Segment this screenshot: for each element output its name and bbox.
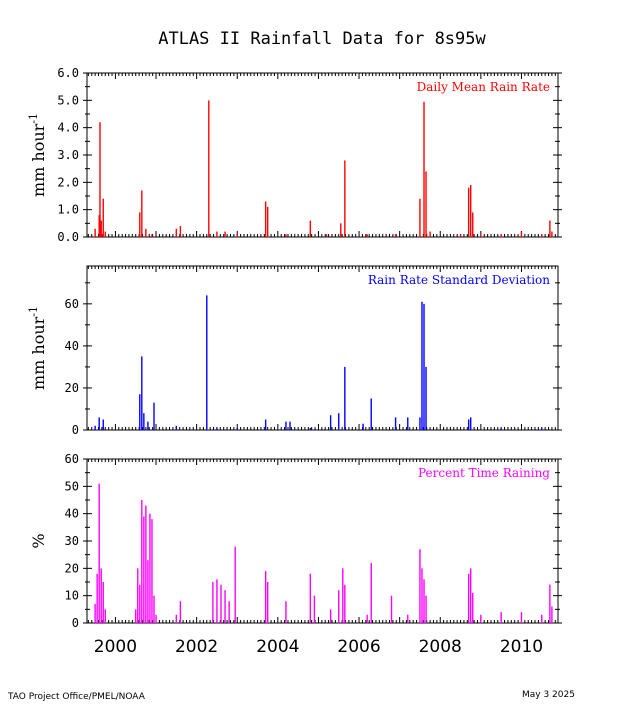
y-tick-label: 5.0 bbox=[57, 93, 79, 107]
series-3 bbox=[94, 483, 553, 623]
series-1 bbox=[94, 100, 553, 237]
y-tick-label: 60 bbox=[65, 297, 79, 311]
y-tick-label: 2.0 bbox=[57, 175, 79, 189]
y-tick-label: 20 bbox=[65, 381, 79, 395]
x-tick-label: 2000 bbox=[94, 637, 137, 657]
footer-credit: TAO Project Office/PMEL/NOAA bbox=[8, 692, 145, 702]
y-tick-label: 20 bbox=[65, 561, 79, 575]
x-tick-label: 2004 bbox=[256, 637, 299, 657]
series-2 bbox=[94, 295, 543, 430]
y-axis-label: % bbox=[29, 533, 48, 548]
panel-3: 0 10 20 30 40 50 60% Percent Time Raining bbox=[29, 452, 562, 630]
x-tick-label: 2010 bbox=[500, 637, 543, 657]
y-tick-label: 4.0 bbox=[57, 121, 79, 135]
panel-title: Rain Rate Standard Deviation bbox=[368, 273, 550, 287]
y-tick-label: 0 bbox=[72, 616, 79, 630]
y-tick-label: 6.0 bbox=[57, 66, 79, 80]
y-axis-label: mm hour-1 bbox=[27, 306, 48, 390]
y-tick-label: 1.0 bbox=[57, 203, 79, 217]
y-axis-label: mm hour-1 bbox=[27, 113, 48, 197]
y-tick-label: 50 bbox=[65, 479, 79, 493]
panel-title: Percent Time Raining bbox=[418, 466, 550, 480]
y-axis-label-text: mm hour bbox=[29, 123, 48, 197]
y-tick-label: 0 bbox=[72, 423, 79, 437]
y-axis-label-text: % bbox=[29, 533, 48, 548]
plot-frame bbox=[86, 265, 559, 431]
y-tick-label: 60 bbox=[65, 452, 79, 466]
x-tick-label: 2006 bbox=[337, 637, 380, 657]
x-tick-label: 2008 bbox=[419, 637, 462, 657]
x-tick-label: 2002 bbox=[175, 637, 218, 657]
y-axis-label-superscript: -1 bbox=[27, 113, 40, 124]
plot-frame bbox=[86, 72, 559, 238]
y-tick-label: 30 bbox=[65, 534, 79, 548]
y-axis-label-text: mm hour bbox=[29, 316, 48, 390]
chart-title: ATLAS II Rainfall Data for 8s95w bbox=[158, 29, 486, 49]
y-tick-label: 40 bbox=[65, 339, 79, 353]
plot-frame bbox=[86, 458, 559, 624]
panel-1: 0.0 1.0 2.0 3.0 4.0 5.0 6.0 mm hour-1 Daily Mean… bbox=[27, 66, 562, 244]
y-tick-label: 40 bbox=[65, 507, 79, 521]
panel-2: 0 20 40 60 mm hour-1 Rain Rate Standard Devia… bbox=[27, 265, 562, 437]
footer-date: May 3 2025 bbox=[522, 690, 575, 700]
panel-title: Daily Mean Rain Rate bbox=[417, 80, 550, 94]
y-tick-label: 10 bbox=[65, 589, 79, 603]
y-tick-label: 0.0 bbox=[57, 230, 79, 244]
y-tick-label: 3.0 bbox=[57, 148, 79, 162]
y-axis-label-superscript: -1 bbox=[27, 306, 40, 317]
